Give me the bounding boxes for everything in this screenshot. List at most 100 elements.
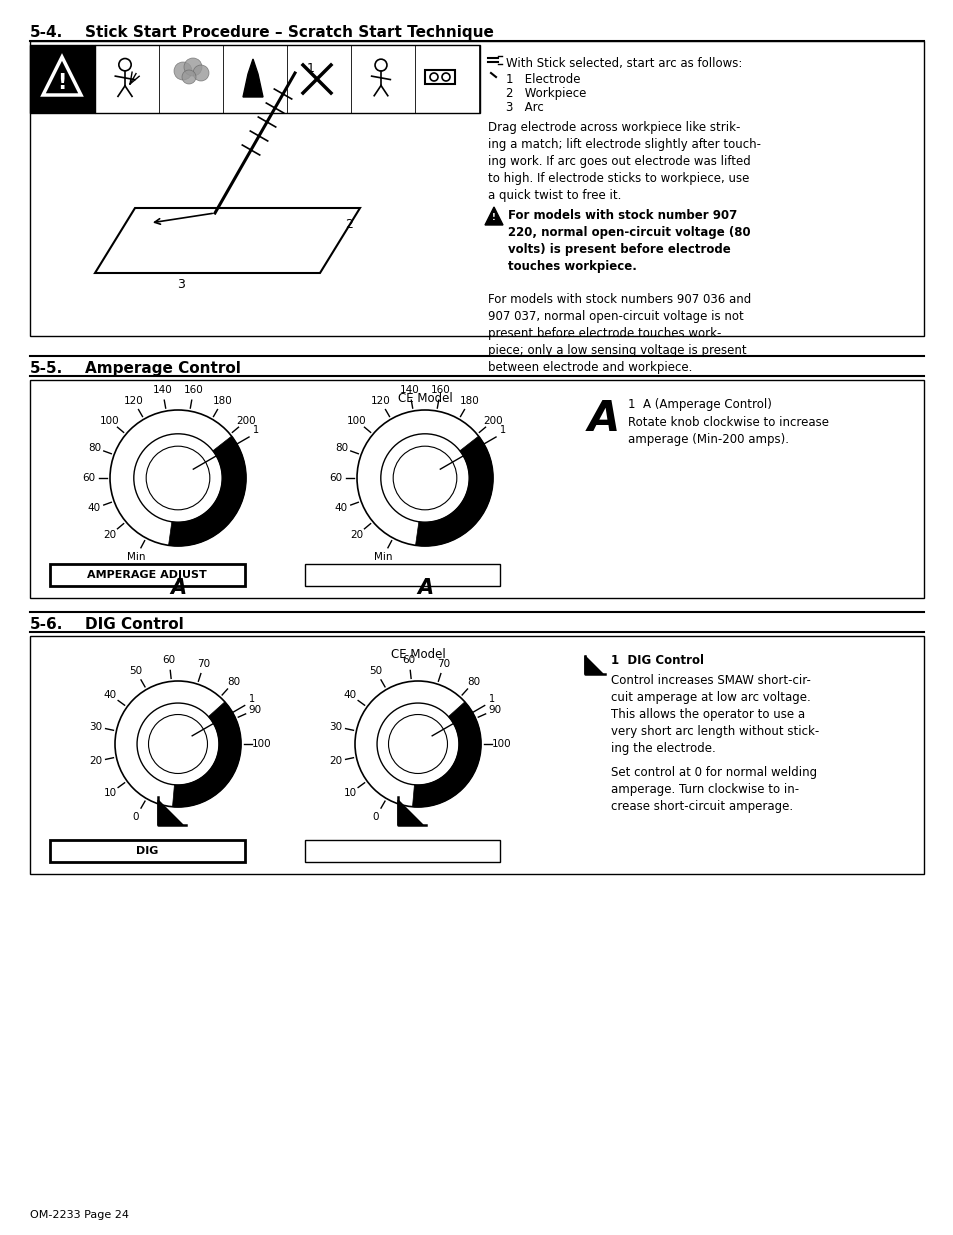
Text: 1: 1 xyxy=(253,425,259,435)
Text: Rotate knob clockwise to increase
amperage (Min-200 amps).: Rotate knob clockwise to increase ampera… xyxy=(627,416,828,446)
Text: 120: 120 xyxy=(370,396,390,406)
Text: 2: 2 xyxy=(345,219,353,231)
Text: 5-4.: 5-4. xyxy=(30,25,63,40)
Text: 60: 60 xyxy=(82,473,95,483)
Text: CE Model: CE Model xyxy=(397,391,452,405)
Text: 90: 90 xyxy=(488,705,500,715)
Bar xyxy=(30,41,923,336)
Text: OM-2233 Page 24: OM-2233 Page 24 xyxy=(30,1210,129,1220)
Text: Control increases SMAW short-cir-
cuit amperage at low arc voltage.
This allows : Control increases SMAW short-cir- cuit a… xyxy=(610,674,819,755)
Text: 40: 40 xyxy=(335,504,348,514)
Text: 50: 50 xyxy=(130,666,142,677)
Bar xyxy=(424,70,455,84)
Polygon shape xyxy=(172,701,241,806)
Text: 0: 0 xyxy=(373,811,379,821)
Text: 5-6.: 5-6. xyxy=(30,618,63,632)
Polygon shape xyxy=(169,436,246,546)
Circle shape xyxy=(173,62,192,80)
Text: For models with stock numbers 907 036 and
907 037, normal open-circuit voltage i: For models with stock numbers 907 036 an… xyxy=(488,293,750,374)
Text: 80: 80 xyxy=(88,442,101,452)
Text: 80: 80 xyxy=(467,677,480,687)
Polygon shape xyxy=(158,800,183,825)
Text: 40: 40 xyxy=(88,504,101,514)
Text: 40: 40 xyxy=(343,689,356,699)
Text: 20: 20 xyxy=(350,530,363,540)
Text: 180: 180 xyxy=(459,396,478,406)
Text: 160: 160 xyxy=(430,385,450,395)
Text: 200: 200 xyxy=(236,416,255,426)
Text: 100: 100 xyxy=(100,416,119,426)
Text: 30: 30 xyxy=(90,721,102,731)
Text: 50: 50 xyxy=(369,666,382,677)
Text: 10: 10 xyxy=(343,788,356,798)
Text: A: A xyxy=(170,578,186,598)
Text: 70: 70 xyxy=(436,659,450,669)
Text: DIG Control: DIG Control xyxy=(85,618,184,632)
Text: Stick Start Procedure – Scratch Start Technique: Stick Start Procedure – Scratch Start Te… xyxy=(85,25,494,40)
Text: 1  A (Amperage Control): 1 A (Amperage Control) xyxy=(627,398,771,411)
Text: 120: 120 xyxy=(124,396,143,406)
Text: 60: 60 xyxy=(329,473,342,483)
Bar xyxy=(30,380,923,598)
Text: A: A xyxy=(416,578,433,598)
Text: 40: 40 xyxy=(103,689,116,699)
Text: 70: 70 xyxy=(197,659,211,669)
Text: 90: 90 xyxy=(248,705,261,715)
Text: Min: Min xyxy=(374,552,392,562)
Text: 3: 3 xyxy=(177,279,185,291)
Text: 20: 20 xyxy=(329,757,342,767)
Text: A: A xyxy=(587,398,619,440)
Circle shape xyxy=(182,70,195,84)
Text: 100: 100 xyxy=(252,739,272,748)
Text: AMPERAGE ADJUST: AMPERAGE ADJUST xyxy=(87,571,207,580)
Text: For models with stock number 907
220, normal open-circuit voltage (80
volts) is : For models with stock number 907 220, no… xyxy=(507,209,750,273)
Text: 180: 180 xyxy=(213,396,233,406)
Text: 20: 20 xyxy=(103,530,116,540)
Text: DIG: DIG xyxy=(135,846,158,856)
Polygon shape xyxy=(584,656,602,674)
Text: 5-5.: 5-5. xyxy=(30,361,63,375)
Text: CE Model: CE Model xyxy=(390,648,445,661)
Text: 60: 60 xyxy=(163,656,175,666)
Text: Drag electrode across workpiece like strik-
ing a match; lift electrode slightly: Drag electrode across workpiece like str… xyxy=(488,121,760,203)
Text: 20: 20 xyxy=(90,757,102,767)
Bar xyxy=(305,564,499,585)
Bar xyxy=(50,840,245,862)
Text: 3   Arc: 3 Arc xyxy=(505,101,543,114)
Polygon shape xyxy=(397,800,422,825)
Text: 80: 80 xyxy=(335,442,348,452)
Circle shape xyxy=(193,65,209,82)
Text: Min: Min xyxy=(127,552,145,562)
Text: 140: 140 xyxy=(399,385,419,395)
Polygon shape xyxy=(412,701,480,806)
Text: Amperage Control: Amperage Control xyxy=(85,361,240,375)
Text: 1  DIG Control: 1 DIG Control xyxy=(610,655,703,667)
Polygon shape xyxy=(416,436,493,546)
Bar xyxy=(305,840,499,862)
Circle shape xyxy=(184,58,202,77)
Text: 160: 160 xyxy=(183,385,203,395)
Text: 80: 80 xyxy=(228,677,240,687)
Text: With Stick selected, start arc as follows:: With Stick selected, start arc as follow… xyxy=(505,57,741,70)
Polygon shape xyxy=(95,207,359,273)
Text: 0: 0 xyxy=(132,811,139,821)
Text: 200: 200 xyxy=(483,416,502,426)
Text: 60: 60 xyxy=(402,656,416,666)
Text: 2   Workpiece: 2 Workpiece xyxy=(505,86,586,100)
Text: Set control at 0 for normal welding
amperage. Turn clockwise to in-
crease short: Set control at 0 for normal welding ampe… xyxy=(610,766,817,813)
Bar xyxy=(30,636,923,874)
Text: !: ! xyxy=(492,214,496,222)
Text: 10: 10 xyxy=(103,788,116,798)
Text: 100: 100 xyxy=(492,739,511,748)
Text: 1: 1 xyxy=(249,694,254,704)
Text: 100: 100 xyxy=(347,416,366,426)
Polygon shape xyxy=(243,59,263,98)
Text: 1   Electrode: 1 Electrode xyxy=(505,73,579,86)
Text: 1: 1 xyxy=(488,694,495,704)
Bar xyxy=(95,44,479,112)
Bar xyxy=(50,564,245,585)
Bar xyxy=(30,44,95,112)
Text: !: ! xyxy=(57,73,67,93)
Text: 30: 30 xyxy=(329,721,342,731)
Text: 1: 1 xyxy=(307,62,314,74)
